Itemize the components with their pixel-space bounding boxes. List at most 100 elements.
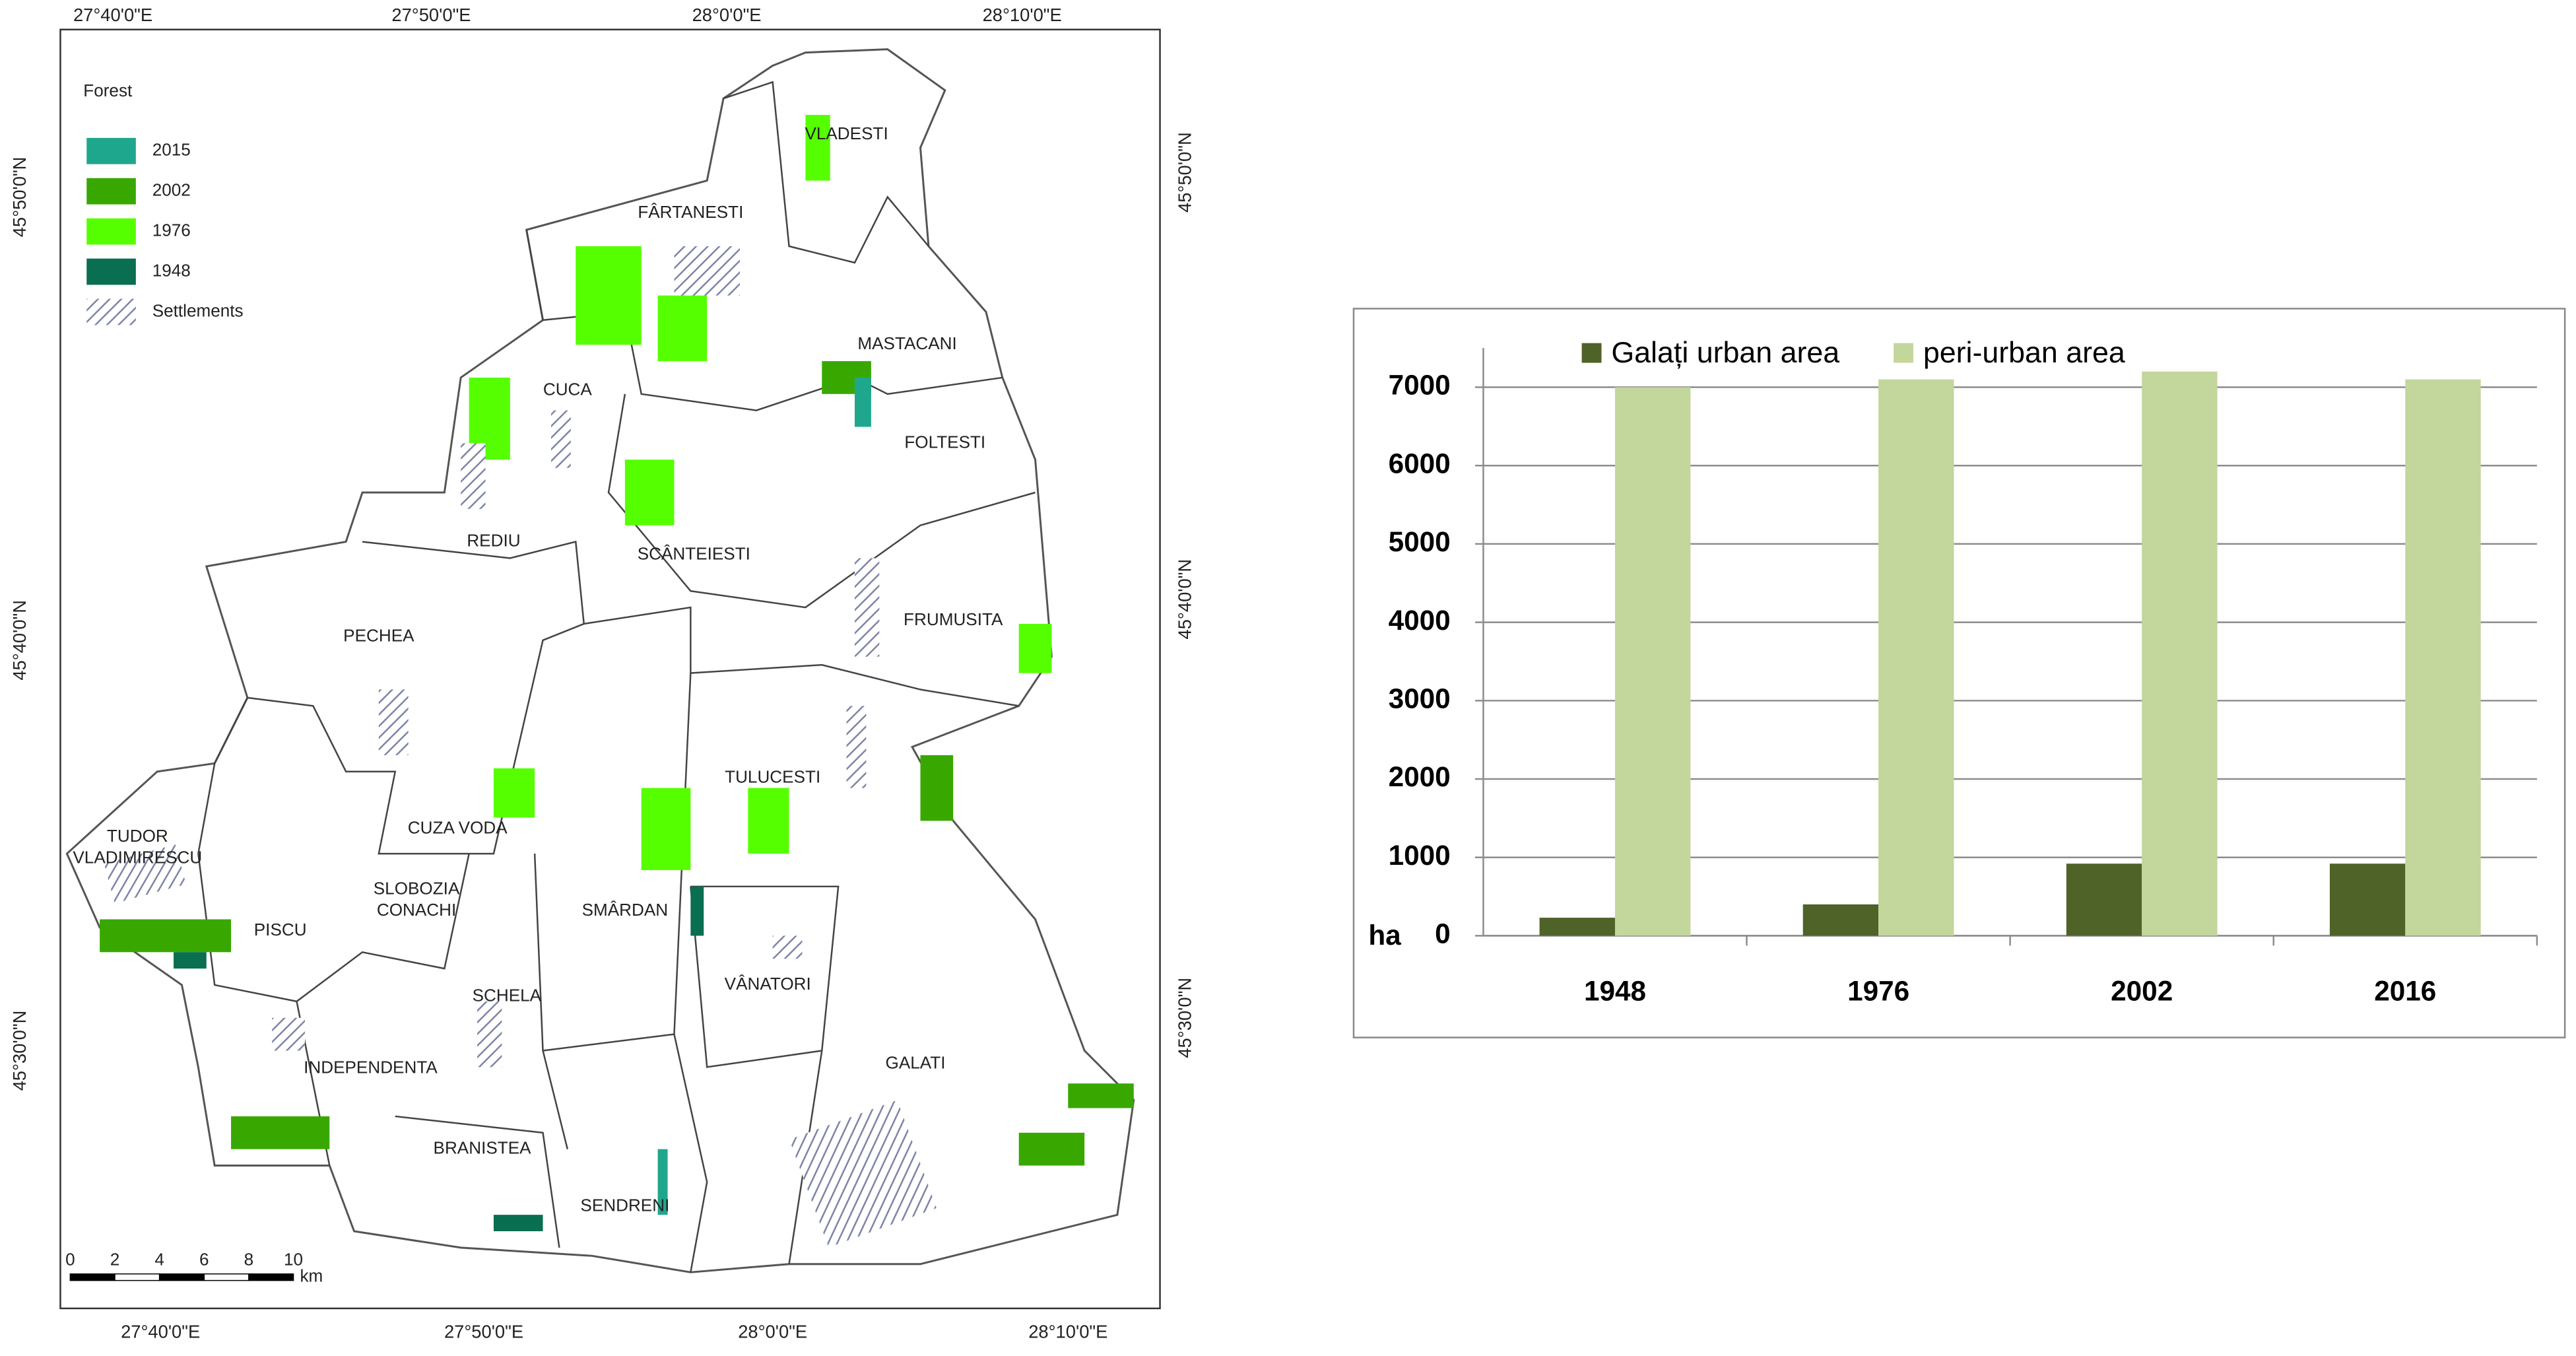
forest-patch [855,377,871,427]
coordinate-label: 28°10'0"E [983,5,1062,25]
scale-label: 2 [110,1250,120,1270]
forest-patch [174,952,207,969]
place-label: TUDOR [107,826,168,846]
forest-patch [690,886,704,936]
x-tick-label: 1976 [1847,976,1909,1007]
forest-patch [493,768,535,818]
coordinate-label: 45°40'0"N [9,600,30,681]
forest-patch [1018,623,1052,673]
place-label: VÂNATORI [725,974,811,994]
coordinate-label: 28°0'0"E [738,1321,807,1341]
scale-label: 8 [244,1250,254,1270]
scale-unit: km [300,1266,323,1286]
scale-label: 10 [284,1250,303,1270]
scale-segment [203,1273,249,1281]
scale-segment [114,1273,160,1281]
forest-patch [493,1215,543,1232]
coordinate-label: 45°40'0"N [1175,559,1195,640]
bar [2066,864,2142,936]
y-tick-label: 6000 [1389,448,1451,479]
place-label: PECHEA [343,626,414,646]
forest-patch [1018,1132,1085,1166]
place-label: VLADIMIRESCU [73,847,202,867]
place-label: CUCA [543,380,593,399]
place-label: SENDRENI [580,1196,669,1215]
map-outline [65,48,1135,1273]
forest-patch [920,755,954,821]
legend-swatch [86,298,136,325]
place-label: MASTACANI [857,333,956,353]
scale-label: 6 [199,1250,209,1270]
legend-swatch [1894,343,1913,363]
coordinate-label: 45°30'0"N [9,1011,30,1091]
bar [1802,904,1879,936]
legend-label: 2015 [152,140,191,160]
place-label: REDIU [467,530,520,550]
y-tick-label: 7000 [1389,370,1451,401]
coordinate-label: 27°50'0"E [391,5,471,25]
forest-patch [231,1116,330,1149]
scale-label: 0 [65,1250,75,1270]
bar [1539,918,1615,936]
coordinate-label: 45°50'0"N [9,157,30,238]
legend-swatch [86,218,136,245]
y-tick-label: 4000 [1389,605,1451,636]
map-frame [59,28,1161,1310]
place-label: BRANISTEA [434,1138,532,1158]
legend-label: Galați urban area [1611,336,1839,369]
place-label: FÂRTANESTI [638,202,743,222]
place-label: SCÂNTEIESTI [638,543,750,563]
y-tick-label: 2000 [1389,761,1451,792]
forest-patches [100,115,1134,1232]
x-tick-label: 2002 [2111,976,2173,1007]
place-label: GALATI [886,1052,946,1072]
coordinate-label: 28°10'0"E [1028,1321,1107,1341]
bar [1878,379,1954,936]
place-label: CONACHI [377,900,456,920]
forest-patch [1068,1083,1134,1108]
place-label: FRUMUSITA [904,609,1003,629]
coordinate-label: 27°50'0"E [444,1321,523,1341]
bar [2329,864,2406,936]
legend-swatch [1581,343,1602,363]
legend-label: 2002 [152,180,191,200]
coordinate-label: 45°30'0"N [1175,978,1195,1058]
x-tick-label: 1948 [1584,976,1646,1007]
scale-label: 4 [154,1250,164,1270]
forest-patch [748,788,789,854]
place-label: SMÂRDAN [582,900,669,920]
legend-title: Forest [83,81,133,100]
coordinate-label: 27°40'0"E [121,1321,200,1341]
place-label: CUZA VODA [408,818,508,838]
legend-swatch [86,137,136,164]
x-tick-label: 2016 [2374,976,2436,1007]
y-tick-label: 1000 [1389,840,1451,871]
coordinate-label: 27°40'0"E [73,5,152,25]
coordinate-label: 28°0'0"E [692,5,762,25]
coordinate-label: 45°50'0"N [1175,132,1195,213]
legend-label: 1976 [152,220,191,240]
legend-label: peri-urban area [1923,336,2125,369]
bar [2142,371,2218,936]
y-tick-label: 3000 [1389,683,1451,714]
forest-patch [100,919,232,953]
bar [1614,387,1691,936]
place-label: INDEPENDENTA [304,1058,438,1077]
bar [2405,379,2481,936]
boundaries [197,81,1036,1273]
place-label: FOLTESTI [904,432,985,452]
place-label: TULUCESTI [725,767,820,787]
y-unit: ha [1368,920,1401,951]
settlements [104,246,937,1248]
legend-swatch [86,258,136,285]
y-tick-label: 5000 [1389,526,1451,557]
place-label: PISCU [254,920,307,939]
forest-patch [657,1149,668,1215]
forest-patch [624,459,675,525]
place-label: SLOBOZIA [374,879,460,898]
scale-segment [158,1273,205,1281]
forest-patch [641,788,691,870]
forest-patch [657,295,708,362]
